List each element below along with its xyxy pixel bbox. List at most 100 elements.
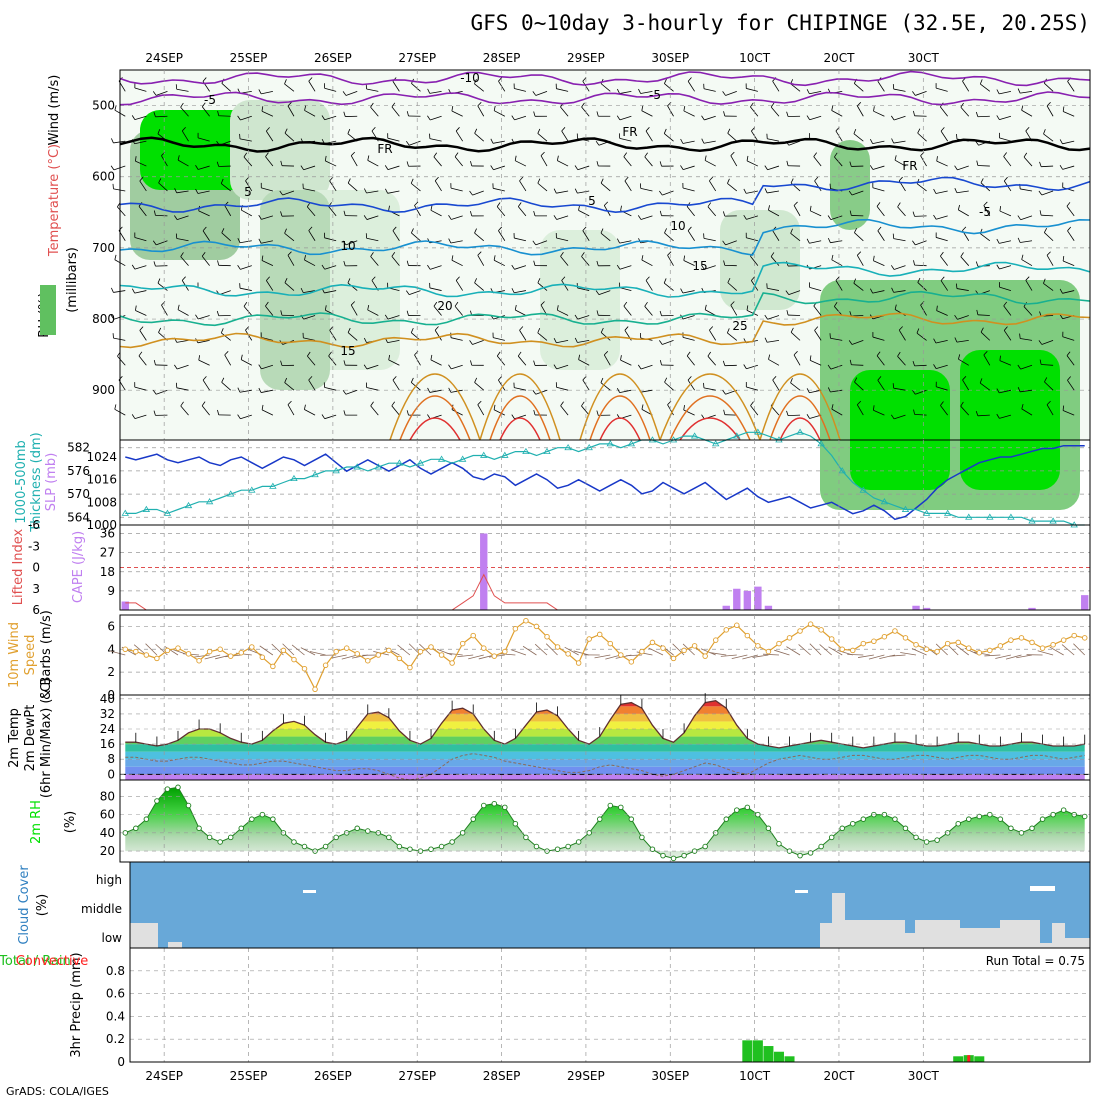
wind-barb-flag <box>266 127 270 132</box>
wind-barb-flag <box>405 140 410 146</box>
wind-barb-flag <box>532 240 537 246</box>
wind-barb-flag <box>940 401 944 406</box>
wind-barb <box>519 180 527 192</box>
wind-barb-flag <box>616 264 621 270</box>
wind-barb <box>177 215 189 221</box>
wind-barb-flag <box>258 364 262 370</box>
wind-barb-flag <box>641 255 644 261</box>
wind-barb-flag <box>329 176 334 182</box>
wind-barb-flag <box>284 377 288 383</box>
wind-barb-flag <box>770 252 775 257</box>
wind-barb <box>514 290 526 294</box>
wind-barb <box>683 315 695 320</box>
wind10m-barb <box>984 654 1001 657</box>
rh-point <box>607 802 614 809</box>
top-x-tick-label: 24SEP <box>145 51 183 65</box>
rh-point <box>997 816 1004 822</box>
wind-speed-point <box>396 655 403 662</box>
wind-speed-point <box>544 633 550 640</box>
wind-barb-flag <box>722 91 726 96</box>
wind-barb <box>429 90 442 94</box>
wind-barb <box>287 404 295 416</box>
cape-bar <box>922 607 931 610</box>
wind-barb <box>683 260 695 267</box>
wind-barb <box>750 106 759 117</box>
wind-barb-flag <box>956 283 958 289</box>
wind-barb-flag <box>976 309 979 315</box>
wind-barb <box>556 215 569 220</box>
wind-barb-flag <box>1039 210 1042 216</box>
thickness-marker <box>522 447 530 454</box>
wind-barb-flag <box>873 255 875 261</box>
wind-barb-flag <box>1023 152 1028 158</box>
rh-shade <box>960 350 1060 490</box>
wind-barb <box>556 237 569 242</box>
cape-ylabel: Lifted Index CAPE (J/kg) <box>11 528 86 605</box>
wind-barb <box>767 190 780 194</box>
wind-barb <box>962 379 970 391</box>
li-tick-label: 0 <box>32 561 40 575</box>
wind-speed-point <box>1039 645 1046 651</box>
wind10m-barb <box>594 654 611 659</box>
wind-barb-flag <box>537 328 541 333</box>
rh-point <box>807 850 814 856</box>
wind-barb-flag <box>517 351 522 357</box>
chart-title: GFS 0~10day 3-hourly for CHIPINGE (32.5E… <box>470 11 1090 35</box>
wind-barb <box>1020 188 1033 192</box>
wind-barb-flag <box>834 152 838 158</box>
wind-barb <box>788 140 801 146</box>
wind-barb <box>730 304 738 316</box>
dewpoint-line <box>125 753 1085 781</box>
wind-barb <box>940 405 948 416</box>
temp-band <box>125 729 1085 737</box>
wind-barb <box>831 408 843 416</box>
wind-barb-flag <box>157 278 161 284</box>
wind-barb <box>893 140 906 144</box>
pressure-tick-label: 900 <box>92 383 115 397</box>
wind-speed-point <box>312 686 318 693</box>
wind-barb-flag <box>324 305 327 311</box>
wind-speed-point <box>175 645 181 651</box>
wind-barb <box>308 230 316 241</box>
wind-barb-flag <box>1067 226 1072 232</box>
wind-barb-flag <box>363 215 368 220</box>
wind10m-barb <box>1061 644 1075 656</box>
wind-barb <box>682 140 695 144</box>
wind-barb <box>261 90 273 95</box>
wind-barb <box>366 364 379 370</box>
wind-barb-flag <box>498 226 503 231</box>
wind-barb-flag <box>616 88 620 94</box>
wind-barb <box>561 280 569 291</box>
wind-barb-flag <box>912 91 916 96</box>
wind-barb <box>181 130 189 142</box>
rh-point <box>755 811 761 818</box>
wind-barb-flag <box>221 377 225 383</box>
wind-barb <box>768 209 780 217</box>
wind-barb-flag <box>723 409 726 415</box>
wind-barb <box>370 106 379 117</box>
wind-barb <box>387 165 400 170</box>
wind-speed-point <box>375 652 382 658</box>
wind-barb-flag <box>680 288 684 294</box>
top-x-tick-label: 30CT <box>908 51 940 65</box>
wind-barb <box>451 215 463 220</box>
wind-barb-flag <box>111 138 114 144</box>
wind-barb-flag <box>809 355 812 361</box>
wind-barb-flag <box>1003 176 1008 182</box>
wind-barb <box>707 206 717 217</box>
wind-barb <box>999 115 1012 121</box>
wind-barb <box>304 409 316 416</box>
wind-speed-point <box>481 645 487 651</box>
wind-barb <box>682 290 695 294</box>
wind-speed-point <box>934 648 940 655</box>
wind-barb-flag <box>153 261 156 267</box>
wind-barb-flag <box>659 190 663 196</box>
wind-speed-point <box>712 637 719 643</box>
thickness-marker <box>585 443 593 451</box>
wind-barb <box>560 106 569 117</box>
wind10m-barb <box>330 654 347 659</box>
wind-barb-flag <box>514 155 517 161</box>
wind-barb-flag <box>561 276 566 281</box>
cape-bar <box>480 533 488 610</box>
wind-barb-flag <box>704 155 707 161</box>
